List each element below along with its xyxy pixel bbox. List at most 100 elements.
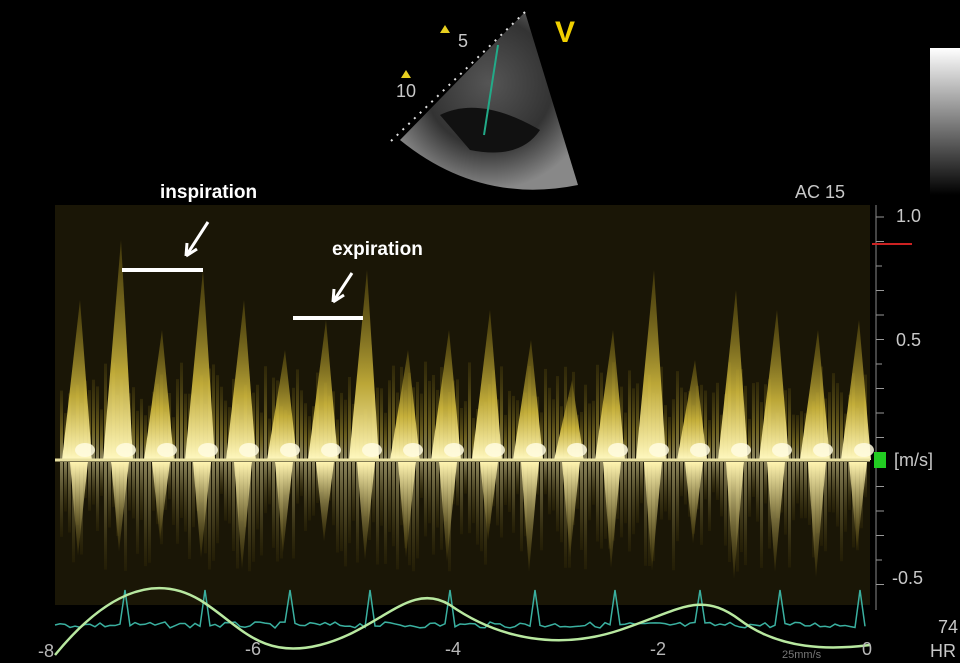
spectral-noise (840, 462, 843, 561)
flow-bright (772, 443, 792, 457)
spectral-noise (792, 462, 795, 520)
spectral-noise (504, 415, 507, 460)
flow-bright (362, 443, 382, 457)
time-label: -6 (245, 639, 261, 659)
spectral-noise (844, 462, 847, 532)
spectral-noise (632, 388, 635, 460)
spectral-noise (188, 462, 191, 559)
spectral-noise (464, 401, 467, 460)
flow-bright (854, 443, 874, 457)
flow-bright (567, 443, 587, 457)
spectral-noise (548, 462, 551, 514)
spectral-noise (588, 462, 591, 520)
spectral-noise (636, 462, 639, 523)
spectral-noise (588, 403, 591, 460)
spectral-noise (500, 462, 503, 537)
spectral-noise (676, 371, 679, 460)
spectral-noise (708, 420, 711, 460)
spectral-noise (672, 462, 675, 570)
spectral-noise (704, 462, 707, 499)
heart-rate: 74 (938, 617, 958, 637)
flow-bright (116, 443, 136, 457)
spectral-noise (472, 462, 475, 523)
spectral-noise (300, 462, 303, 496)
spectral-noise (428, 381, 431, 460)
gray-bar (930, 48, 960, 195)
spectral-noise (296, 462, 299, 504)
spectral-noise (632, 462, 635, 534)
spectral-noise (504, 462, 507, 505)
spectral-noise (128, 462, 131, 511)
spectral-noise (420, 462, 423, 498)
spectral-noise (788, 462, 791, 567)
flow-bright (321, 443, 341, 457)
spectral-noise (100, 462, 103, 496)
velocity-ticks (876, 217, 884, 585)
spectral-noise (392, 462, 395, 546)
spectral-noise (464, 462, 467, 494)
spectral-noise (668, 462, 671, 520)
spectral-noise (592, 462, 595, 505)
spectral-noise (512, 462, 515, 533)
spectral-noise (176, 462, 179, 544)
spectral-noise (260, 462, 263, 555)
spectral-noise (424, 462, 427, 536)
spectral-noise (748, 462, 751, 517)
spectral-noise (232, 462, 235, 551)
velocity-unit: [m/s] (894, 450, 933, 470)
spectral-noise (304, 403, 307, 460)
spectral-noise (388, 380, 391, 460)
flow-bright (75, 443, 95, 457)
spectral-noise (224, 401, 227, 460)
spectral-noise (140, 462, 143, 520)
page: {"probe": {"view_label": "V", "depth_lab… (0, 0, 960, 663)
spectral-noise (220, 462, 223, 494)
spectral-noise (804, 462, 807, 518)
spectral-noise (744, 462, 747, 565)
spectral-noise (676, 462, 679, 541)
spectral-noise (716, 383, 719, 460)
spectral-noise (136, 462, 139, 554)
spectral-noise (312, 462, 315, 516)
spectral-noise (712, 392, 715, 460)
view-label: V (555, 16, 575, 49)
spectral-noise (272, 462, 275, 548)
spectral-noise (144, 462, 147, 566)
spectral-noise (92, 462, 95, 505)
spectral-noise (476, 462, 479, 545)
spectral-noise (396, 462, 399, 569)
spectral-noise (264, 366, 267, 460)
spectral-noise (64, 462, 67, 512)
spectral-noise (508, 391, 511, 460)
annotation: inspiration (160, 182, 257, 203)
flow-bright (157, 443, 177, 457)
spectral-noise (108, 462, 111, 528)
spectral-noise (300, 390, 303, 460)
spectral-noise (336, 462, 339, 553)
spectral-noise (764, 462, 767, 503)
spectral-noise (384, 413, 387, 460)
spectral-noise (552, 399, 555, 460)
spectral-noise (680, 462, 683, 496)
spectral-noise (828, 462, 831, 512)
spectral-noise (832, 462, 835, 512)
spectral-noise (460, 462, 463, 534)
spectral-noise (600, 462, 603, 549)
spectral-noise (380, 462, 383, 526)
spectral-noise (516, 462, 519, 494)
depth-label: 10 (396, 81, 416, 101)
spectral-noise (792, 415, 795, 460)
flow-bright (608, 443, 628, 457)
flow-bright (280, 443, 300, 457)
ac-setting: AC 15 (795, 182, 845, 202)
spectral-noise (60, 462, 63, 537)
spectral-noise (640, 462, 643, 503)
time-label: -2 (650, 639, 666, 659)
spectral-noise (668, 417, 671, 460)
spectral-noise (796, 462, 799, 504)
spectral-noise (136, 411, 139, 460)
spectral-noise (216, 462, 219, 543)
spectral-noise (836, 383, 839, 460)
spectral-noise (596, 462, 599, 542)
annotation: expiration (332, 239, 423, 260)
